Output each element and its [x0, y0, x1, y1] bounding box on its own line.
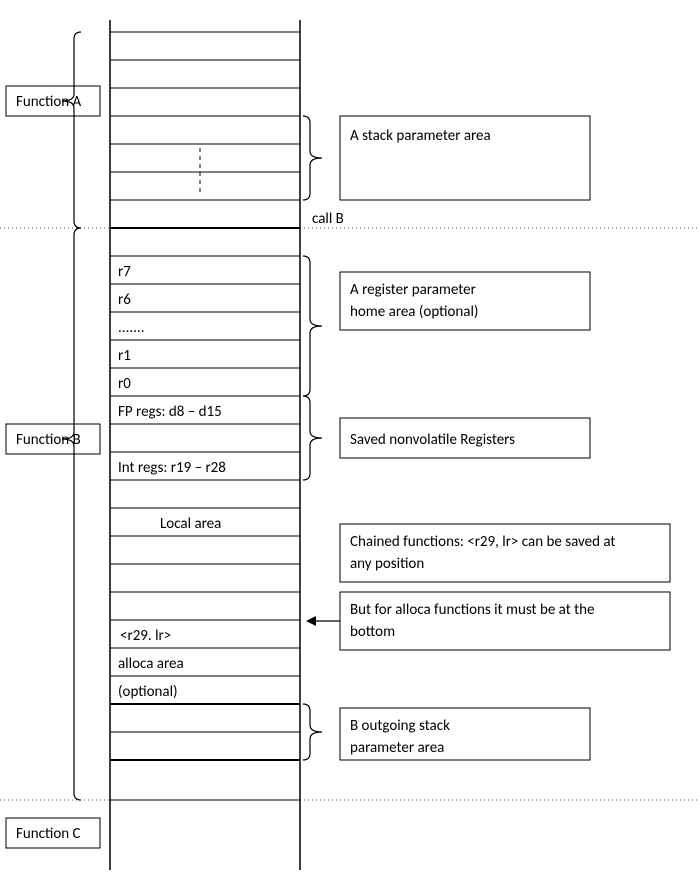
stack-cell-label: ....... — [118, 319, 145, 337]
stack-cell-label: <r29. lr> — [120, 627, 171, 645]
annotation-text: A stack parameter area — [350, 127, 491, 145]
arrow-head — [306, 616, 316, 626]
brace-left — [62, 228, 81, 800]
stack-cell-label: FP regs: d8 – d15 — [118, 403, 222, 421]
stack-cell-label: r6 — [118, 291, 131, 309]
annotation-text: parameter area — [350, 739, 444, 757]
stack-cell-label: r7 — [118, 263, 131, 281]
annotation-text: B outgoing stack — [350, 717, 450, 735]
stack-cell-label: r0 — [118, 375, 131, 393]
stack-cell-label: Int regs: r19 – r28 — [118, 459, 226, 477]
stack-cell-label: r1 — [118, 347, 131, 365]
function-label: Function B — [16, 431, 81, 449]
annotation-text: Chained functions: <r29, lr> can be save… — [350, 533, 615, 551]
annotation-text: bottom — [350, 623, 395, 641]
annotation-text: A register parameter — [350, 281, 476, 299]
brace-right — [303, 396, 322, 480]
brace-right — [303, 116, 322, 200]
annotation-text: any position — [350, 555, 424, 573]
call-b-label: call B — [312, 210, 344, 228]
function-label: Function C — [16, 825, 81, 843]
stack-cell-label: Local area — [160, 515, 221, 533]
annotation-text: home area (optional) — [350, 303, 478, 321]
brace-right — [303, 704, 322, 760]
brace-right — [303, 256, 322, 396]
function-label: Function A — [16, 93, 82, 111]
stack-cell-label: (optional) — [118, 683, 178, 701]
brace-left — [62, 32, 81, 228]
annotation-text: Saved nonvolatile Registers — [350, 431, 515, 449]
stack-cell-label: alloca area — [118, 655, 184, 673]
annotation-text: But for alloca functions it must be at t… — [350, 601, 595, 619]
